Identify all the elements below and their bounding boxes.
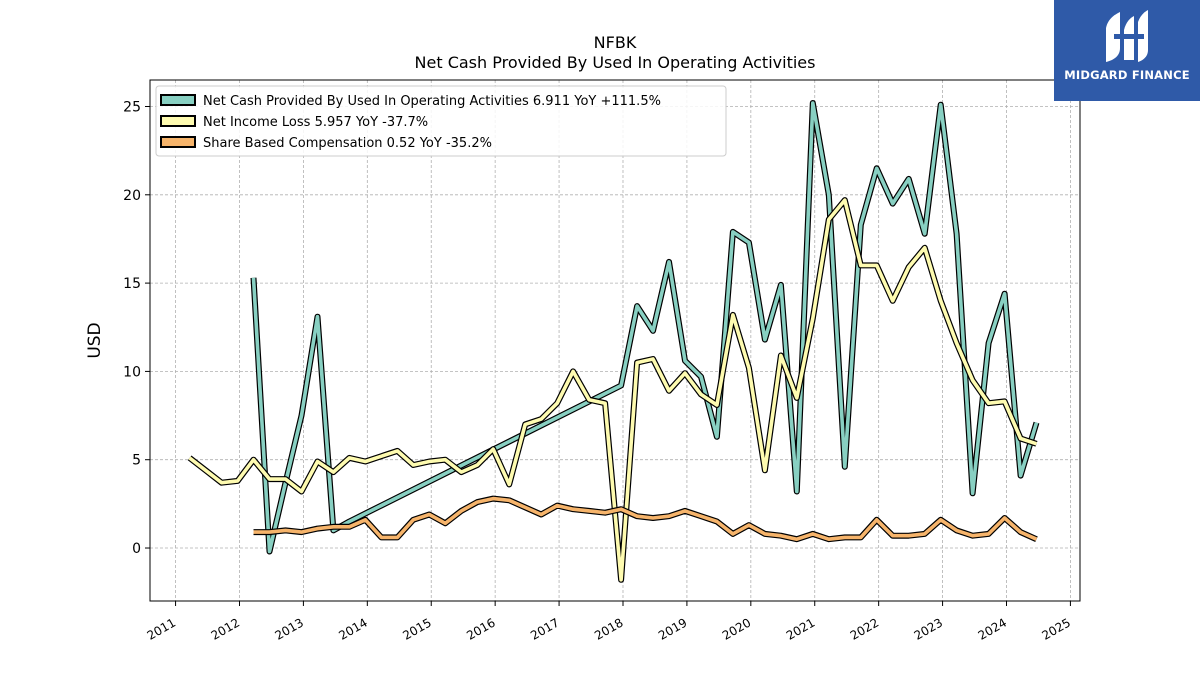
series-line-outline-0 [250, 100, 1040, 555]
series-line-0 [251, 101, 1039, 554]
chart-subtitle: Net Cash Provided By Used In Operating A… [415, 53, 816, 72]
x-tick-label: 2022 [848, 615, 881, 642]
x-tick-label: 2017 [528, 615, 561, 642]
x-tick-label: 2024 [976, 615, 1009, 642]
plot-frame [149, 79, 1081, 602]
grid [150, 80, 1080, 601]
x-tick-label: 2014 [336, 615, 369, 642]
y-axis-ticks: 0 5 10 15 20 25 [123, 99, 150, 557]
x-tick-label: 2016 [464, 615, 497, 642]
x-tick-label: 2021 [784, 615, 817, 642]
x-tick-label: 2013 [273, 615, 306, 642]
midgard-logo: MIDGARD FINANCE [1054, 0, 1200, 101]
series-line-1 [188, 198, 1038, 582]
series-lines [187, 100, 1040, 583]
y-tick-label: 25 [123, 99, 141, 115]
legend-swatch-0 [160, 94, 196, 106]
x-tick-label: 2023 [912, 615, 945, 642]
x-tick-label: 2018 [592, 615, 625, 642]
y-tick-label: 20 [123, 188, 141, 204]
y-axis-label: USD [85, 322, 105, 358]
legend-swatch-1 [160, 115, 196, 127]
x-tick-label: 2012 [209, 615, 242, 642]
legend: Net Cash Provided By Used In Operating A… [155, 85, 727, 157]
chart-title: NFBK [594, 33, 637, 52]
x-tick-label: 2025 [1040, 615, 1073, 642]
y-tick-label: 10 [123, 364, 141, 380]
x-tick-label: 2019 [656, 615, 689, 642]
logo-text: MIDGARD FINANCE [1064, 68, 1190, 82]
legend-entry-1: Net Income Loss 5.957 YoY -37.7% [203, 115, 428, 130]
midgard-logo-icon [1106, 10, 1148, 62]
x-tick-label: 2015 [400, 615, 433, 642]
y-tick-label: 15 [123, 276, 141, 292]
x-axis-ticks: 2011 2012 2013 2014 2015 2016 2017 2018 2019 2020… [145, 601, 1073, 643]
legend-entry-0: Net Cash Provided By Used In Operating A… [203, 94, 661, 109]
x-tick-label: 2011 [145, 615, 178, 642]
legend-box [155, 85, 727, 157]
series-line-2 [253, 496, 1038, 541]
y-tick-label: 5 [132, 453, 141, 469]
y-tick-label: 0 [132, 541, 141, 557]
legend-swatch-2 [160, 136, 196, 148]
x-tick-label: 2020 [720, 615, 753, 642]
legend-entry-2: Share Based Compensation 0.52 YoY -35.2% [203, 136, 492, 151]
